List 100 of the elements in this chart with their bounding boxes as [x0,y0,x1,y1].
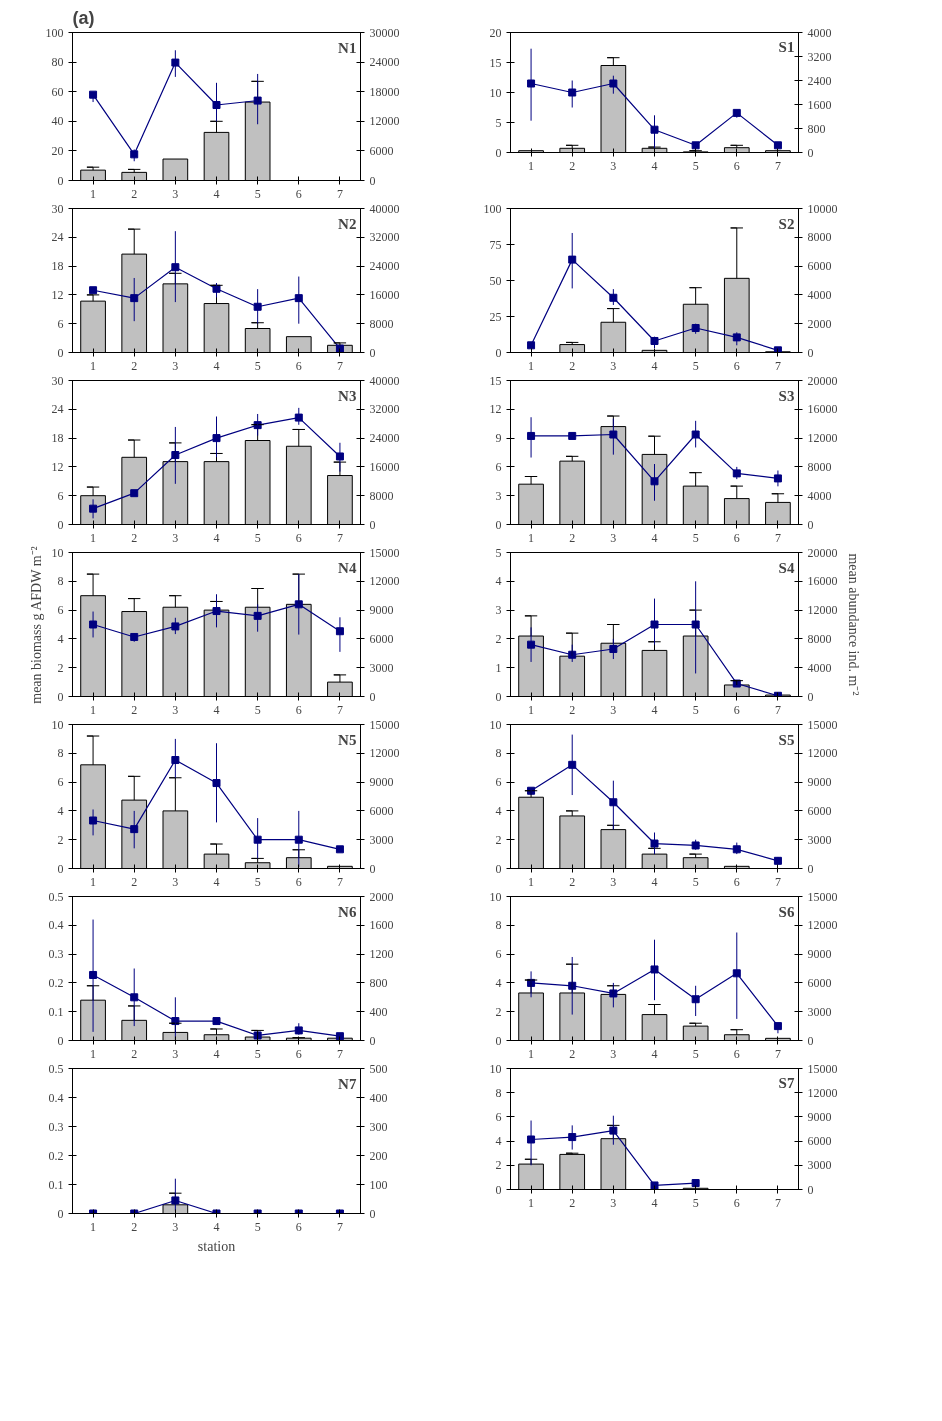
x-tick-label: 7 [336,874,343,889]
x-tick-label: 6 [295,702,302,717]
y2-tick-label: 12000 [807,918,838,933]
x-tick-label: 6 [295,358,302,373]
y2-tick-label: 32000 [369,402,400,417]
y2-tick-label: 0 [369,1206,376,1221]
x-tick-label: 6 [733,158,740,173]
x-tick-label: 2 [569,874,576,889]
y-tick-label: 0 [57,1206,64,1221]
y2-tick-label: 9000 [807,1109,832,1124]
x-tick-label: 3 [610,1195,617,1210]
y-tick-label: 0 [495,345,502,360]
y-tick-label: 8 [57,574,64,589]
x-tick-label: 2 [131,530,138,545]
x-tick-label: 1 [528,358,535,373]
y2-tick-label: 6000 [807,803,832,818]
x-tick-label: 7 [336,1219,343,1234]
y2-tick-label: 4000 [807,25,832,40]
y2-tick-label: 15000 [807,1061,838,1076]
y2-tick-label: 40000 [369,201,400,216]
y2-tick-label: 9000 [807,947,832,962]
y-tick-label: 0.2 [48,975,64,990]
y2-tick-label: 400 [369,1090,388,1105]
y2-tick-label: 0 [807,345,814,360]
y2-tick-label: 6000 [369,631,394,646]
x-tick-label: 1 [528,158,535,173]
y2-tick-label: 0 [807,1033,814,1048]
y-tick-label: 10 [489,1061,502,1076]
y-tick-label: 0 [495,517,502,532]
y2-tick-label: 18000 [369,84,400,99]
x-tick-label: 3 [172,1219,179,1234]
y-tick-label: 0 [495,1182,502,1197]
x-tick-label: 2 [131,1046,138,1061]
y-tick-label: 0.4 [48,918,64,933]
y-tick-label: 30 [51,201,64,216]
y-tick-label: 6 [57,488,64,503]
x-tick-label: 5 [254,358,261,373]
x-tick-label: 1 [90,530,97,545]
y2-tick-label: 8000 [369,316,394,331]
y2-tick-label: 15000 [369,545,400,560]
y2-tick-label: 30000 [369,25,400,40]
x-tick-label: 6 [295,1219,302,1234]
y2-tick-label: 3000 [807,1158,832,1173]
x-tick-label: 7 [774,1195,781,1210]
y2-tick-label: 0 [369,173,376,188]
y2-tick-label: 6000 [807,1134,832,1149]
x-tick-label: 2 [569,358,576,373]
y-tick-label: 0 [495,145,502,160]
x-tick-label: 5 [692,530,699,545]
x-tick-label: 3 [610,1046,617,1061]
y2-tick-label: 9000 [807,775,832,790]
x-tick-label: 6 [295,1046,302,1061]
x-tick-label: 1 [90,186,97,201]
annotation: S3 [778,387,795,404]
x-tick-label: 2 [569,158,576,173]
y-tick-label: 10 [51,717,64,732]
y2-tick-label: 300 [369,1119,388,1134]
x-tick-label: 1 [528,874,535,889]
x-tick-label: 3 [172,186,179,201]
y2-tick-label: 24000 [369,259,400,274]
y2-tick-label: 8000 [807,459,832,474]
x-tick-label: 2 [569,1046,576,1061]
y2-tick-label: 15000 [807,889,838,904]
y-tick-label: 100 [45,25,64,40]
annotation: N3 [338,387,357,404]
x-tick-label: 1 [90,1046,97,1061]
y2-tick-label: 200 [369,1148,388,1163]
x-tick-label: 5 [254,874,261,889]
y-tick-label: 24 [51,402,64,417]
y2-tick-label: 1600 [807,97,832,112]
y2-tick-label: 16000 [807,402,838,417]
y2-tick-label: 12000 [807,746,838,761]
y2-tick-label: 12000 [369,574,400,589]
y2-tick-label: 0 [807,145,814,160]
x-tick-label: 2 [569,530,576,545]
y-tick-label: 18 [51,431,64,446]
y2-tick-label: 24000 [369,431,400,446]
x-tick-label: 7 [774,158,781,173]
annotation: S6 [778,903,795,920]
y-tick-label: 0 [57,345,64,360]
y-tick-label: 12 [51,287,64,302]
y-tick-label: 24 [51,230,64,245]
y-tick-label: 3 [495,488,502,503]
y2-tick-label: 4000 [807,488,832,503]
x-tick-label: 6 [733,702,740,717]
y-tick-label: 100 [483,201,502,216]
x-tick-label: 7 [774,1046,781,1061]
y2-tick-label: 20000 [807,373,838,388]
x-tick-label: 6 [295,186,302,201]
y2-tick-label: 10000 [807,201,838,216]
y-tick-label: 2 [57,660,64,675]
y2-tick-label: 800 [807,121,826,136]
y2-tick-label: 12000 [807,431,838,446]
y-tick-label: 15 [489,55,502,70]
y2-tick-label: 12000 [807,603,838,618]
y2-tick-label: 2000 [807,316,832,331]
x-tick-label: 4 [651,1046,658,1061]
y-tick-label: 50 [489,273,502,288]
y2-tick-label: 0 [807,517,814,532]
y-tick-label: 8 [495,918,502,933]
